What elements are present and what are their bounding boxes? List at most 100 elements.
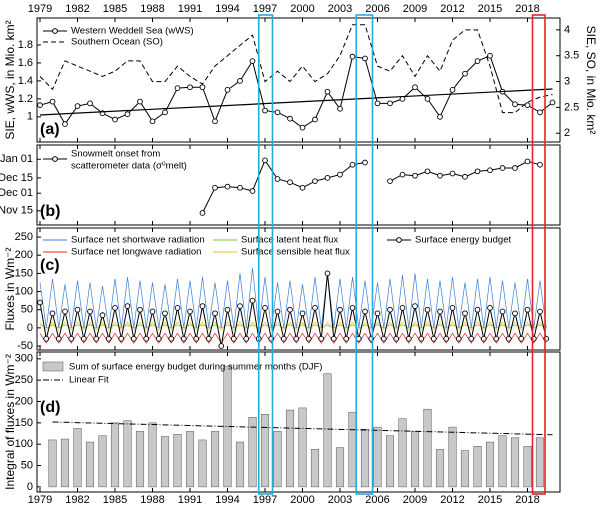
panel-frame <box>36 227 561 351</box>
point <box>455 335 462 342</box>
bar <box>273 431 282 488</box>
bar <box>173 434 182 488</box>
legend-swatch <box>42 361 64 372</box>
point <box>380 335 387 342</box>
legend-label: Surface net longwave radiation <box>71 247 201 258</box>
point <box>462 310 468 317</box>
x-tick-label: 2015 <box>478 494 502 506</box>
x-tick-label: 2012 <box>440 494 464 506</box>
y2-tick-label: 2 <box>564 127 570 139</box>
bar <box>85 441 95 488</box>
point <box>412 172 418 179</box>
point <box>424 306 431 313</box>
legend-label: Western Weddell Sea (wWS) <box>71 26 194 37</box>
point <box>487 167 493 174</box>
x-tick-label: 1982 <box>65 494 89 506</box>
bar <box>373 426 382 488</box>
highlight-box <box>355 14 374 495</box>
x-tick-label: 2009 <box>403 3 427 15</box>
panel-label: (c) <box>40 257 60 274</box>
point <box>287 306 293 313</box>
bar <box>198 439 207 488</box>
legend-label: Southern Ocean (SO) <box>71 37 163 48</box>
highlight-box <box>257 14 274 495</box>
y-tick-label: 50 <box>21 459 33 471</box>
bar <box>98 435 107 488</box>
point <box>124 303 131 309</box>
bar <box>185 431 195 488</box>
bar <box>360 429 370 488</box>
point <box>462 173 468 180</box>
point <box>118 335 125 342</box>
y-tick-label: 1.6 <box>18 57 33 69</box>
point <box>262 157 268 164</box>
point <box>87 308 93 315</box>
legend-label: Surface sensible heat flux <box>241 247 350 258</box>
y-axis-title: Integral of fluxes in Wm⁻² <box>3 354 17 490</box>
point <box>512 165 518 171</box>
point <box>237 303 243 309</box>
point <box>393 335 400 342</box>
point <box>287 115 293 122</box>
point <box>449 87 456 93</box>
point <box>205 335 212 342</box>
point <box>149 308 156 315</box>
bar <box>510 437 520 488</box>
y-axis-title: SIE, wWS, in Mio. km² <box>3 20 17 139</box>
bar <box>73 428 82 488</box>
x-tick-label: 1985 <box>103 494 127 506</box>
point <box>493 335 500 342</box>
point <box>505 335 512 342</box>
point <box>212 310 218 317</box>
x-tick-label: 1988 <box>140 3 164 15</box>
bar <box>460 450 470 488</box>
point <box>249 188 256 194</box>
point <box>387 178 393 185</box>
point <box>49 310 56 317</box>
highlight-box <box>531 14 546 495</box>
bar <box>60 438 70 488</box>
x-tick-label: 1991 <box>178 494 202 506</box>
point <box>449 170 456 177</box>
bar <box>148 422 157 488</box>
point <box>112 305 118 311</box>
y-axis-title: Fluxes in Wm⁻² <box>3 247 17 330</box>
point <box>299 310 306 317</box>
y-tick-label: 0 <box>27 481 33 493</box>
point <box>74 306 81 313</box>
point <box>487 305 493 311</box>
point <box>199 84 206 91</box>
point <box>362 159 368 166</box>
point <box>230 335 237 342</box>
bar <box>160 436 170 488</box>
bar <box>123 420 132 488</box>
x-tick-label: 2018 <box>515 3 539 15</box>
point <box>374 310 381 317</box>
y-tick-label: 150 <box>15 267 33 279</box>
point <box>418 335 425 342</box>
point <box>424 96 431 102</box>
point <box>187 84 193 91</box>
point <box>237 78 243 84</box>
panel-frame <box>36 144 561 226</box>
y-tick-label: 1 <box>27 111 33 123</box>
point <box>130 335 137 342</box>
point <box>37 102 43 109</box>
point <box>318 335 325 342</box>
bar <box>435 449 445 488</box>
y-tick-label: 1.2 <box>18 93 33 105</box>
point <box>74 103 81 109</box>
x-tick-label: 2003 <box>328 494 352 506</box>
point <box>430 335 437 342</box>
point <box>412 303 418 309</box>
x-tick-label: 2018 <box>515 494 539 506</box>
point <box>537 161 543 168</box>
bar <box>260 414 270 488</box>
legend-label: Sum of surface energy budget during summ… <box>69 362 322 373</box>
y-tick-label: -50 <box>17 340 33 352</box>
x-tick-label: 1991 <box>178 3 202 15</box>
bar <box>285 409 295 488</box>
bar <box>398 418 407 488</box>
point <box>43 335 50 342</box>
